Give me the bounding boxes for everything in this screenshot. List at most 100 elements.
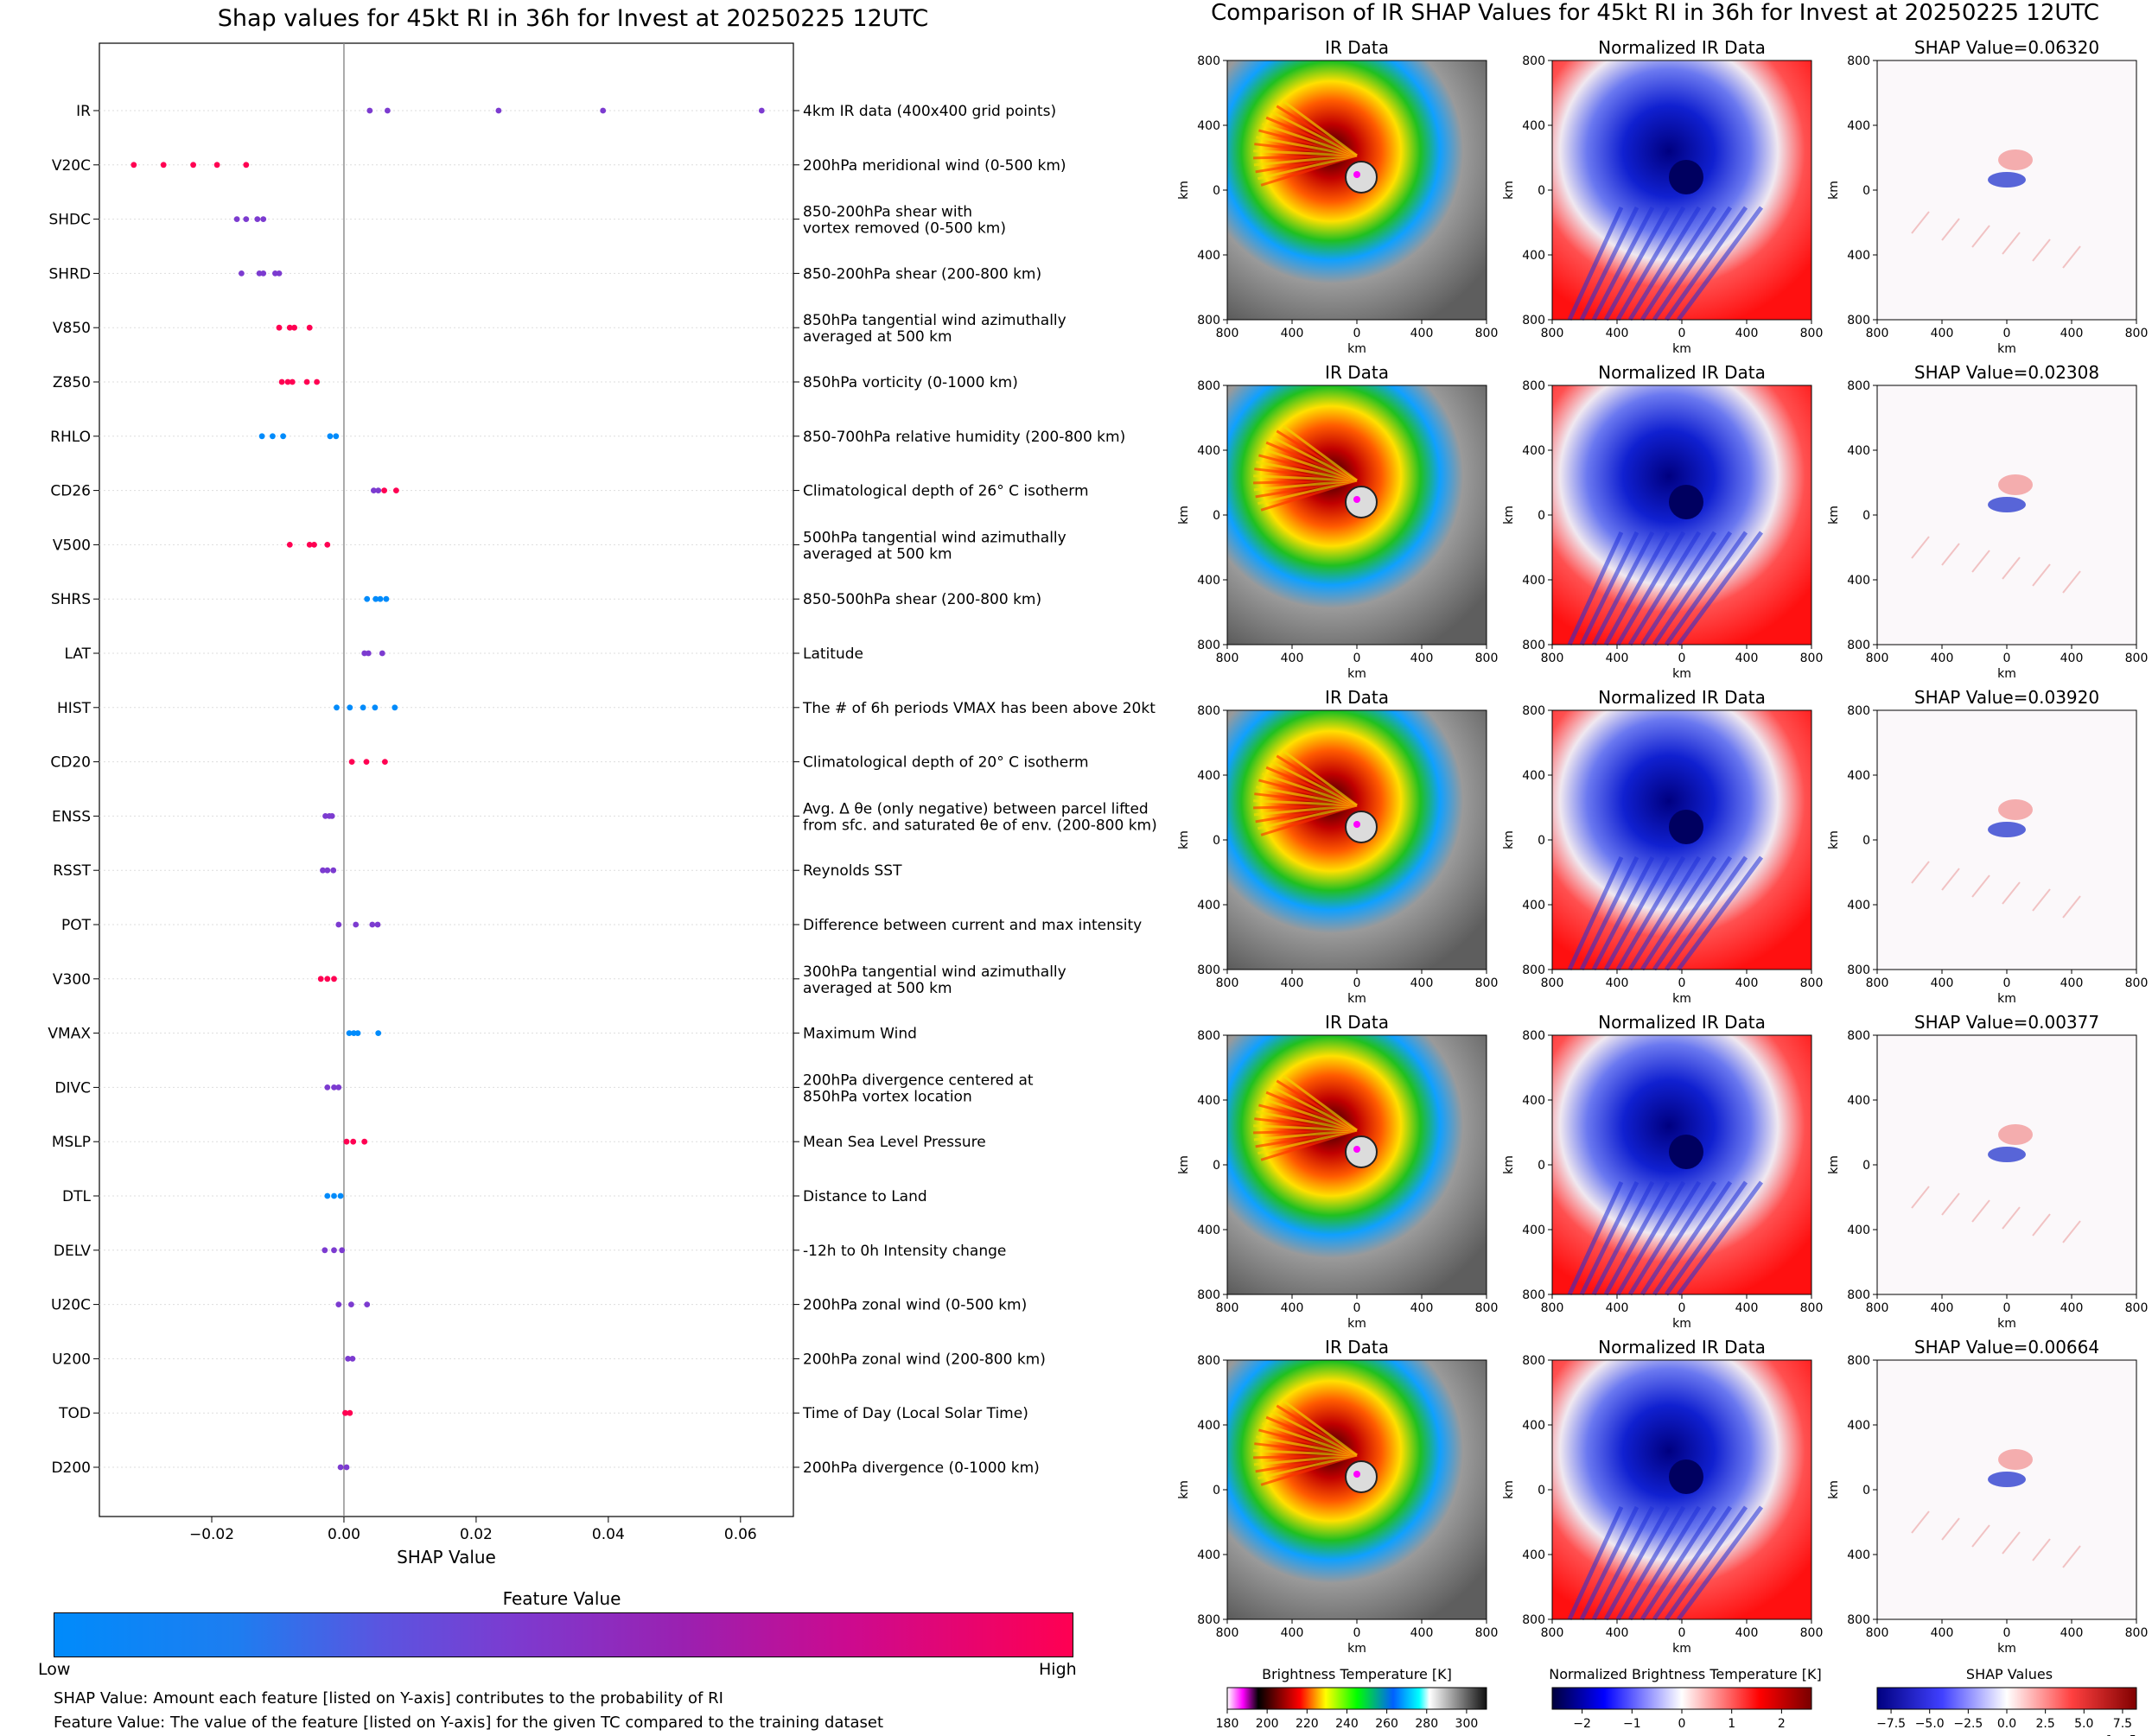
feature-description-label: 850-200hPa shear with vortex removed (0-5…: [803, 204, 1006, 238]
shap-point-shrs: [364, 595, 371, 602]
colorbar-tick-label: 260: [1375, 1717, 1398, 1731]
x-tick-label: 800: [1800, 1626, 1824, 1640]
x-axis-label: km: [1997, 992, 2016, 1006]
shap-speckle: [1911, 1510, 1930, 1534]
y-tick-label: 400: [1197, 119, 1220, 133]
ir-comparison-title: Comparison of IR SHAP Values for 45kt RI…: [1211, 0, 2099, 26]
x-tick-label: 400: [1931, 1301, 1954, 1315]
feature-description-label: 200hPa zonal wind (200-800 km): [803, 1351, 1046, 1368]
y-axis-label: km: [1177, 181, 1191, 200]
band-streak: [1664, 531, 1748, 646]
shap-point-shrd: [276, 270, 283, 277]
shap-point-mslp: [343, 1138, 350, 1145]
y-tick-label: 400: [1522, 574, 1545, 588]
panel-title: Normalized IR Data: [1598, 687, 1766, 708]
shap-summary-plot: IR 4km IR data (400x400 grid points) V20C 2…: [48, 42, 1157, 1567]
shap-point-shrd: [239, 270, 245, 277]
x-tick-label: 0.02: [460, 1526, 493, 1543]
x-tick-label: 0: [1678, 1626, 1686, 1640]
y-axis-label: km: [1502, 1155, 1516, 1174]
feature-description-label: 850hPa tangential wind azimuthally averag…: [803, 312, 1066, 346]
band-streak: [1567, 206, 1624, 321]
band-streak: [1603, 1505, 1671, 1621]
y-tick-label: 800: [1847, 1029, 1870, 1043]
band-streak: [1591, 531, 1655, 646]
plot-frame: [99, 42, 794, 1517]
storm-eye: [1345, 811, 1378, 843]
panel-title: Normalized IR Data: [1598, 1012, 1766, 1033]
band-streak: [1627, 855, 1702, 971]
feature-description-label: Maximum Wind: [803, 1026, 917, 1043]
feature-description-label: Climatological depth of 26° C isotherm: [803, 483, 1089, 500]
x-axis-label: km: [1672, 992, 1691, 1006]
shap-point-divc: [324, 1084, 331, 1091]
cloud-streak: [1282, 424, 1358, 482]
x-tick-label: 400: [1410, 327, 1434, 340]
shap-point-u20c: [364, 1301, 371, 1307]
colorbar-tick-label: 2.5: [2036, 1717, 2055, 1731]
x-tick-label: 800: [1800, 327, 1824, 340]
colorbar-tick-label: 280: [1415, 1717, 1438, 1731]
panel-title: SHAP Value=0.03920: [1914, 687, 2099, 708]
brightness-colorbar-label: Brightness Temperature [K]: [1262, 1666, 1452, 1682]
band-streak: [1591, 855, 1655, 971]
feature-code-label: DELV: [54, 1243, 91, 1260]
shap-speckle: [1941, 1517, 1960, 1541]
x-tick-label: 400: [1606, 652, 1629, 665]
shap-point-vmax: [375, 1030, 382, 1036]
band-streak: [1652, 1505, 1733, 1621]
shap-negative-blob: [1988, 1472, 2026, 1487]
y-tick-label: 400: [1522, 769, 1545, 783]
x-tick-label: 400: [1410, 976, 1434, 990]
shap-point-rhlo: [258, 433, 265, 440]
shap-point-pot: [369, 921, 376, 928]
x-tick-label: 400: [2060, 652, 2084, 665]
colorbar-tick-label: 0: [1678, 1717, 1686, 1731]
colorbar-tick-label: −2: [1573, 1717, 1591, 1731]
y-tick-label: 800: [1847, 963, 1870, 977]
x-axis-label: km: [1997, 1317, 2016, 1331]
shap-point-v300: [324, 976, 331, 982]
x-tick-label: 400: [2060, 1626, 2084, 1640]
y-tick-label: 400: [1847, 249, 1870, 263]
y-tick-label: 800: [1197, 1288, 1220, 1302]
shap-point-v20c: [213, 162, 220, 169]
x-tick-label: 0: [1678, 1301, 1686, 1315]
x-tick-label: 800: [1475, 976, 1499, 990]
x-tick-label: 800: [1541, 327, 1564, 340]
shap-point-ir: [758, 107, 765, 114]
x-tick-label: 0: [1678, 652, 1686, 665]
x-axis-label: km: [1672, 1317, 1691, 1331]
band-streak: [1676, 206, 1764, 321]
colorbar-tick-label: 220: [1296, 1717, 1319, 1731]
y-tick-label: 400: [1522, 1548, 1545, 1562]
shap-speckle: [1971, 1199, 1990, 1223]
colorbar-tick-label: 2: [1778, 1717, 1786, 1731]
feature-description-label: Latitude: [803, 645, 863, 663]
shap-negative-blob: [1988, 822, 2026, 837]
shap-point-enss: [328, 813, 335, 819]
shap-point-cd26: [393, 487, 399, 493]
shap-point-ir: [495, 107, 502, 114]
shap-speckle: [2002, 1206, 2021, 1230]
band-streak: [1603, 1180, 1671, 1296]
shap-point-hist: [360, 704, 366, 711]
y-tick-label: 0: [1538, 509, 1545, 523]
y-tick-label: 800: [1197, 54, 1220, 68]
shap-point-u20c: [348, 1301, 354, 1307]
feature-description-label: Avg. Δ θe (only negative) between parcel…: [803, 800, 1157, 834]
x-tick-label: 0.00: [328, 1526, 360, 1543]
feature-value-colorbar: [54, 1612, 1073, 1657]
shap-point-v20c: [243, 162, 250, 169]
shap-positive-blob: [1998, 1124, 2033, 1145]
shap-point-rhlo: [333, 433, 340, 440]
x-tick-label: 800: [2125, 327, 2149, 340]
colorbar: [1876, 1687, 2137, 1710]
feature-code-label: MSLP: [52, 1134, 91, 1151]
y-tick-label: 800: [1522, 379, 1545, 393]
ir-panel: Normalized IR Data8008004004000040040080…: [1502, 1337, 1823, 1656]
feature-code-label: CD20: [50, 754, 91, 772]
x-axis-label: km: [1347, 1317, 1366, 1331]
y-tick-label: 400: [1522, 249, 1545, 263]
